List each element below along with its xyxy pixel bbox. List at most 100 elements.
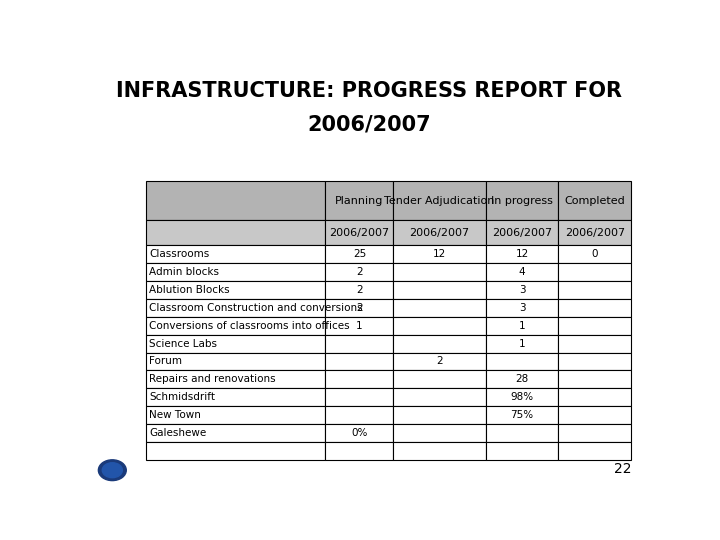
Bar (485, 181, 559, 220)
Text: 25: 25 (353, 249, 366, 259)
Text: 2: 2 (356, 303, 363, 313)
Bar (559, 245, 631, 263)
Bar (145, 388, 325, 406)
Bar (559, 220, 631, 245)
Text: 4: 4 (518, 267, 526, 277)
Bar (485, 424, 559, 442)
Bar (393, 370, 485, 388)
Bar (485, 388, 559, 406)
Text: INFRASTRUCTURE: PROGRESS REPORT FOR: INFRASTRUCTURE: PROGRESS REPORT FOR (116, 82, 622, 102)
Text: 22: 22 (613, 462, 631, 476)
Bar (393, 299, 485, 317)
Bar (325, 406, 393, 424)
Bar (325, 181, 393, 220)
Text: 75%: 75% (510, 410, 534, 420)
Text: Classrooms: Classrooms (149, 249, 210, 259)
Text: 0%: 0% (351, 428, 368, 438)
Bar (559, 181, 631, 220)
Bar (559, 424, 631, 442)
Bar (145, 442, 325, 460)
Bar (145, 335, 325, 353)
Text: 0: 0 (592, 249, 598, 259)
Bar (485, 317, 559, 335)
Bar (325, 353, 393, 370)
Bar (145, 245, 325, 263)
Text: Classroom Construction and conversions: Classroom Construction and conversions (149, 303, 363, 313)
Text: 1: 1 (356, 321, 363, 330)
Text: 2006/2007: 2006/2007 (329, 228, 390, 238)
Text: 2: 2 (356, 285, 363, 295)
Bar (145, 370, 325, 388)
Text: 12: 12 (433, 249, 446, 259)
Bar (145, 263, 325, 281)
Bar (325, 299, 393, 317)
Bar (559, 406, 631, 424)
Text: 28: 28 (516, 374, 528, 384)
Bar (559, 388, 631, 406)
Bar (325, 263, 393, 281)
Text: 1: 1 (518, 321, 526, 330)
Bar (393, 263, 485, 281)
Bar (325, 317, 393, 335)
Bar (325, 388, 393, 406)
Bar (485, 245, 559, 263)
Bar (393, 281, 485, 299)
Bar (393, 317, 485, 335)
Bar (145, 220, 325, 245)
Bar (325, 442, 393, 460)
Text: Admin blocks: Admin blocks (149, 267, 219, 277)
Bar (485, 370, 559, 388)
Text: In progress: In progress (491, 195, 553, 206)
Bar (485, 299, 559, 317)
Text: Conversions of classrooms into offices: Conversions of classrooms into offices (149, 321, 350, 330)
Text: Repairs and renovations: Repairs and renovations (149, 374, 276, 384)
Text: 2006/2007: 2006/2007 (410, 228, 469, 238)
Text: Forum: Forum (149, 356, 182, 367)
Text: 2006/2007: 2006/2007 (307, 114, 431, 134)
Bar (393, 406, 485, 424)
Text: 2: 2 (436, 356, 443, 367)
Bar (145, 181, 325, 220)
Bar (485, 281, 559, 299)
Bar (559, 353, 631, 370)
Text: 1: 1 (518, 339, 526, 349)
Text: Ablution Blocks: Ablution Blocks (149, 285, 230, 295)
Bar (393, 245, 485, 263)
Text: 2006/2007: 2006/2007 (564, 228, 625, 238)
Bar (485, 442, 559, 460)
Text: 98%: 98% (510, 392, 534, 402)
Bar (559, 263, 631, 281)
Bar (145, 317, 325, 335)
Bar (559, 370, 631, 388)
Bar (485, 335, 559, 353)
Text: Completed: Completed (564, 195, 625, 206)
Text: 2006/2007: 2006/2007 (492, 228, 552, 238)
Bar (393, 181, 485, 220)
Bar (393, 424, 485, 442)
Text: Tender Adjudication: Tender Adjudication (384, 195, 495, 206)
Bar (145, 281, 325, 299)
Bar (485, 220, 559, 245)
Bar (485, 353, 559, 370)
Bar (325, 370, 393, 388)
Bar (559, 281, 631, 299)
Bar (393, 353, 485, 370)
Text: Planning: Planning (336, 195, 384, 206)
Bar (393, 335, 485, 353)
Bar (325, 281, 393, 299)
Bar (325, 220, 393, 245)
Bar (325, 424, 393, 442)
Bar (559, 317, 631, 335)
Text: Schmidsdrift: Schmidsdrift (149, 392, 215, 402)
Bar (325, 245, 393, 263)
Bar (145, 353, 325, 370)
Bar (559, 335, 631, 353)
Bar (559, 299, 631, 317)
Text: New Town: New Town (149, 410, 201, 420)
Text: Galeshewe: Galeshewe (149, 428, 207, 438)
Text: 2: 2 (356, 267, 363, 277)
Bar (485, 263, 559, 281)
Text: 3: 3 (518, 285, 526, 295)
Bar (393, 442, 485, 460)
Bar (145, 299, 325, 317)
